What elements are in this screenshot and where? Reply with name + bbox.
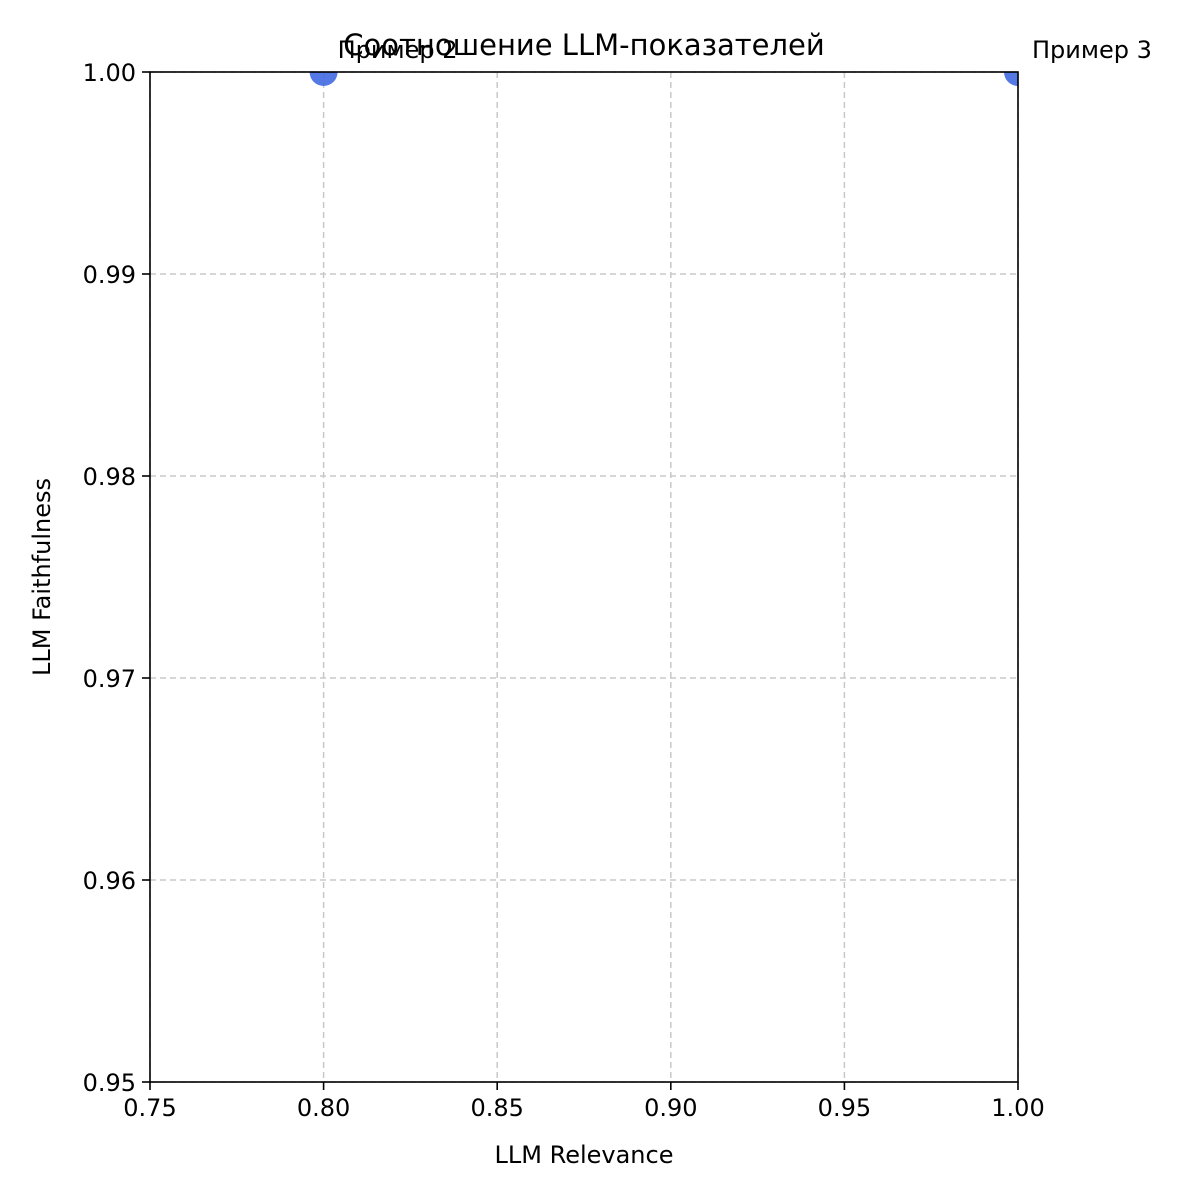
data-points: [309, 72, 1018, 86]
x-tick-label: 0.80: [297, 1094, 350, 1122]
chart-title: Соотношение LLM-показателей: [343, 28, 825, 62]
y-tick-label: 0.99: [83, 261, 136, 289]
y-tick-label: 0.96: [83, 867, 136, 895]
x-tick-label: 0.95: [818, 1094, 871, 1122]
data-point: [1004, 72, 1018, 86]
y-tick-label: 0.95: [83, 1069, 136, 1097]
x-tick-label: 0.75: [123, 1094, 176, 1122]
x-axis-label: LLM Relevance: [495, 1141, 674, 1169]
y-tick-label: 0.97: [83, 665, 136, 693]
grid: [149, 71, 1019, 1083]
x-tick-label: 1.00: [991, 1094, 1044, 1122]
y-axis-label: LLM Faithfulness: [28, 478, 56, 676]
point-labels: Пример 2 Пример 3: [338, 36, 1152, 64]
axis-ticks: 0.75 0.80 0.85 0.90 0.95 1.00 0.95 0.96 0.97 0.98…: [83, 59, 1045, 1122]
data-point-label: Пример 3: [1032, 36, 1152, 64]
x-tick-label: 0.85: [470, 1094, 523, 1122]
y-tick-label: 0.98: [83, 463, 136, 491]
y-tick-label: 1.00: [83, 59, 136, 87]
data-point-label: Пример 2: [338, 36, 458, 64]
data-point: [309, 72, 338, 86]
x-tick-label: 0.90: [644, 1094, 697, 1122]
plot-area-frame: [149, 71, 1019, 1083]
